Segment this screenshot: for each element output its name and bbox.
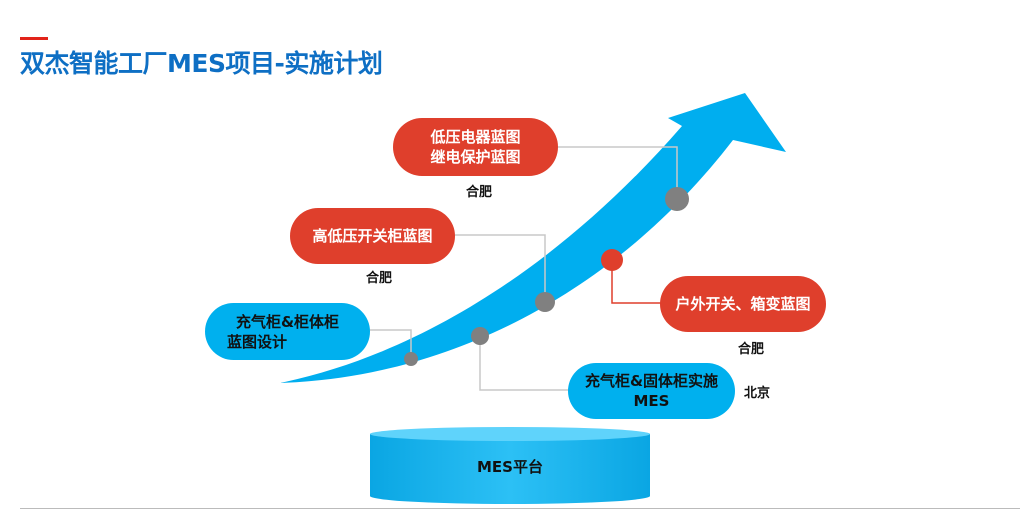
footer-divider [20,508,1020,509]
milestone-text: MES [633,392,670,410]
milestone-gas-cabinet-mes: 充气柜&固体柜实施 MES [568,363,735,419]
milestone-switchgear: 高低压开关柜蓝图 [290,208,455,264]
mes-platform-cylinder [370,427,650,504]
milestone-outdoor-switch: 户外开关、箱变蓝图 [660,276,826,332]
connector-line [453,234,546,302]
milestone-gas-cabinet-design: 充气柜&柜体柜 蓝图设计 [205,303,370,360]
milestone-dot [535,292,555,312]
location-label: 北京 [744,386,771,401]
milestone-dot [665,187,689,211]
milestone-text: 充气柜&柜体柜 [235,312,340,331]
milestone-text: 继电保护蓝图 [430,148,521,166]
title-accent-bar [20,37,48,40]
connector-line [368,329,412,359]
milestone-text: 低压电器蓝图 [430,128,521,146]
location-label: 合肥 [366,271,393,286]
connector-line [611,260,662,304]
location-label: 合肥 [738,342,765,357]
milestone-text: 充气柜&固体柜实施 [584,372,719,390]
milestone-dot [471,327,489,345]
connector-line [556,146,678,199]
milestone-text: 户外开关、箱变蓝图 [675,295,811,313]
platform-label: MES平台 [477,458,543,476]
growth-arrow [280,93,786,383]
milestone-dot [404,352,418,366]
connector-line [479,336,572,391]
milestone-text: 高低压开关柜蓝图 [312,227,433,245]
milestone-text: 蓝图设计 [227,332,288,351]
location-label: 合肥 [466,185,493,200]
milestone-dot [601,249,623,271]
milestone-low-voltage: 低压电器蓝图 继电保护蓝图 [393,118,558,176]
page-title: 双杰智能工厂MES项目-实施计划 [20,49,383,78]
